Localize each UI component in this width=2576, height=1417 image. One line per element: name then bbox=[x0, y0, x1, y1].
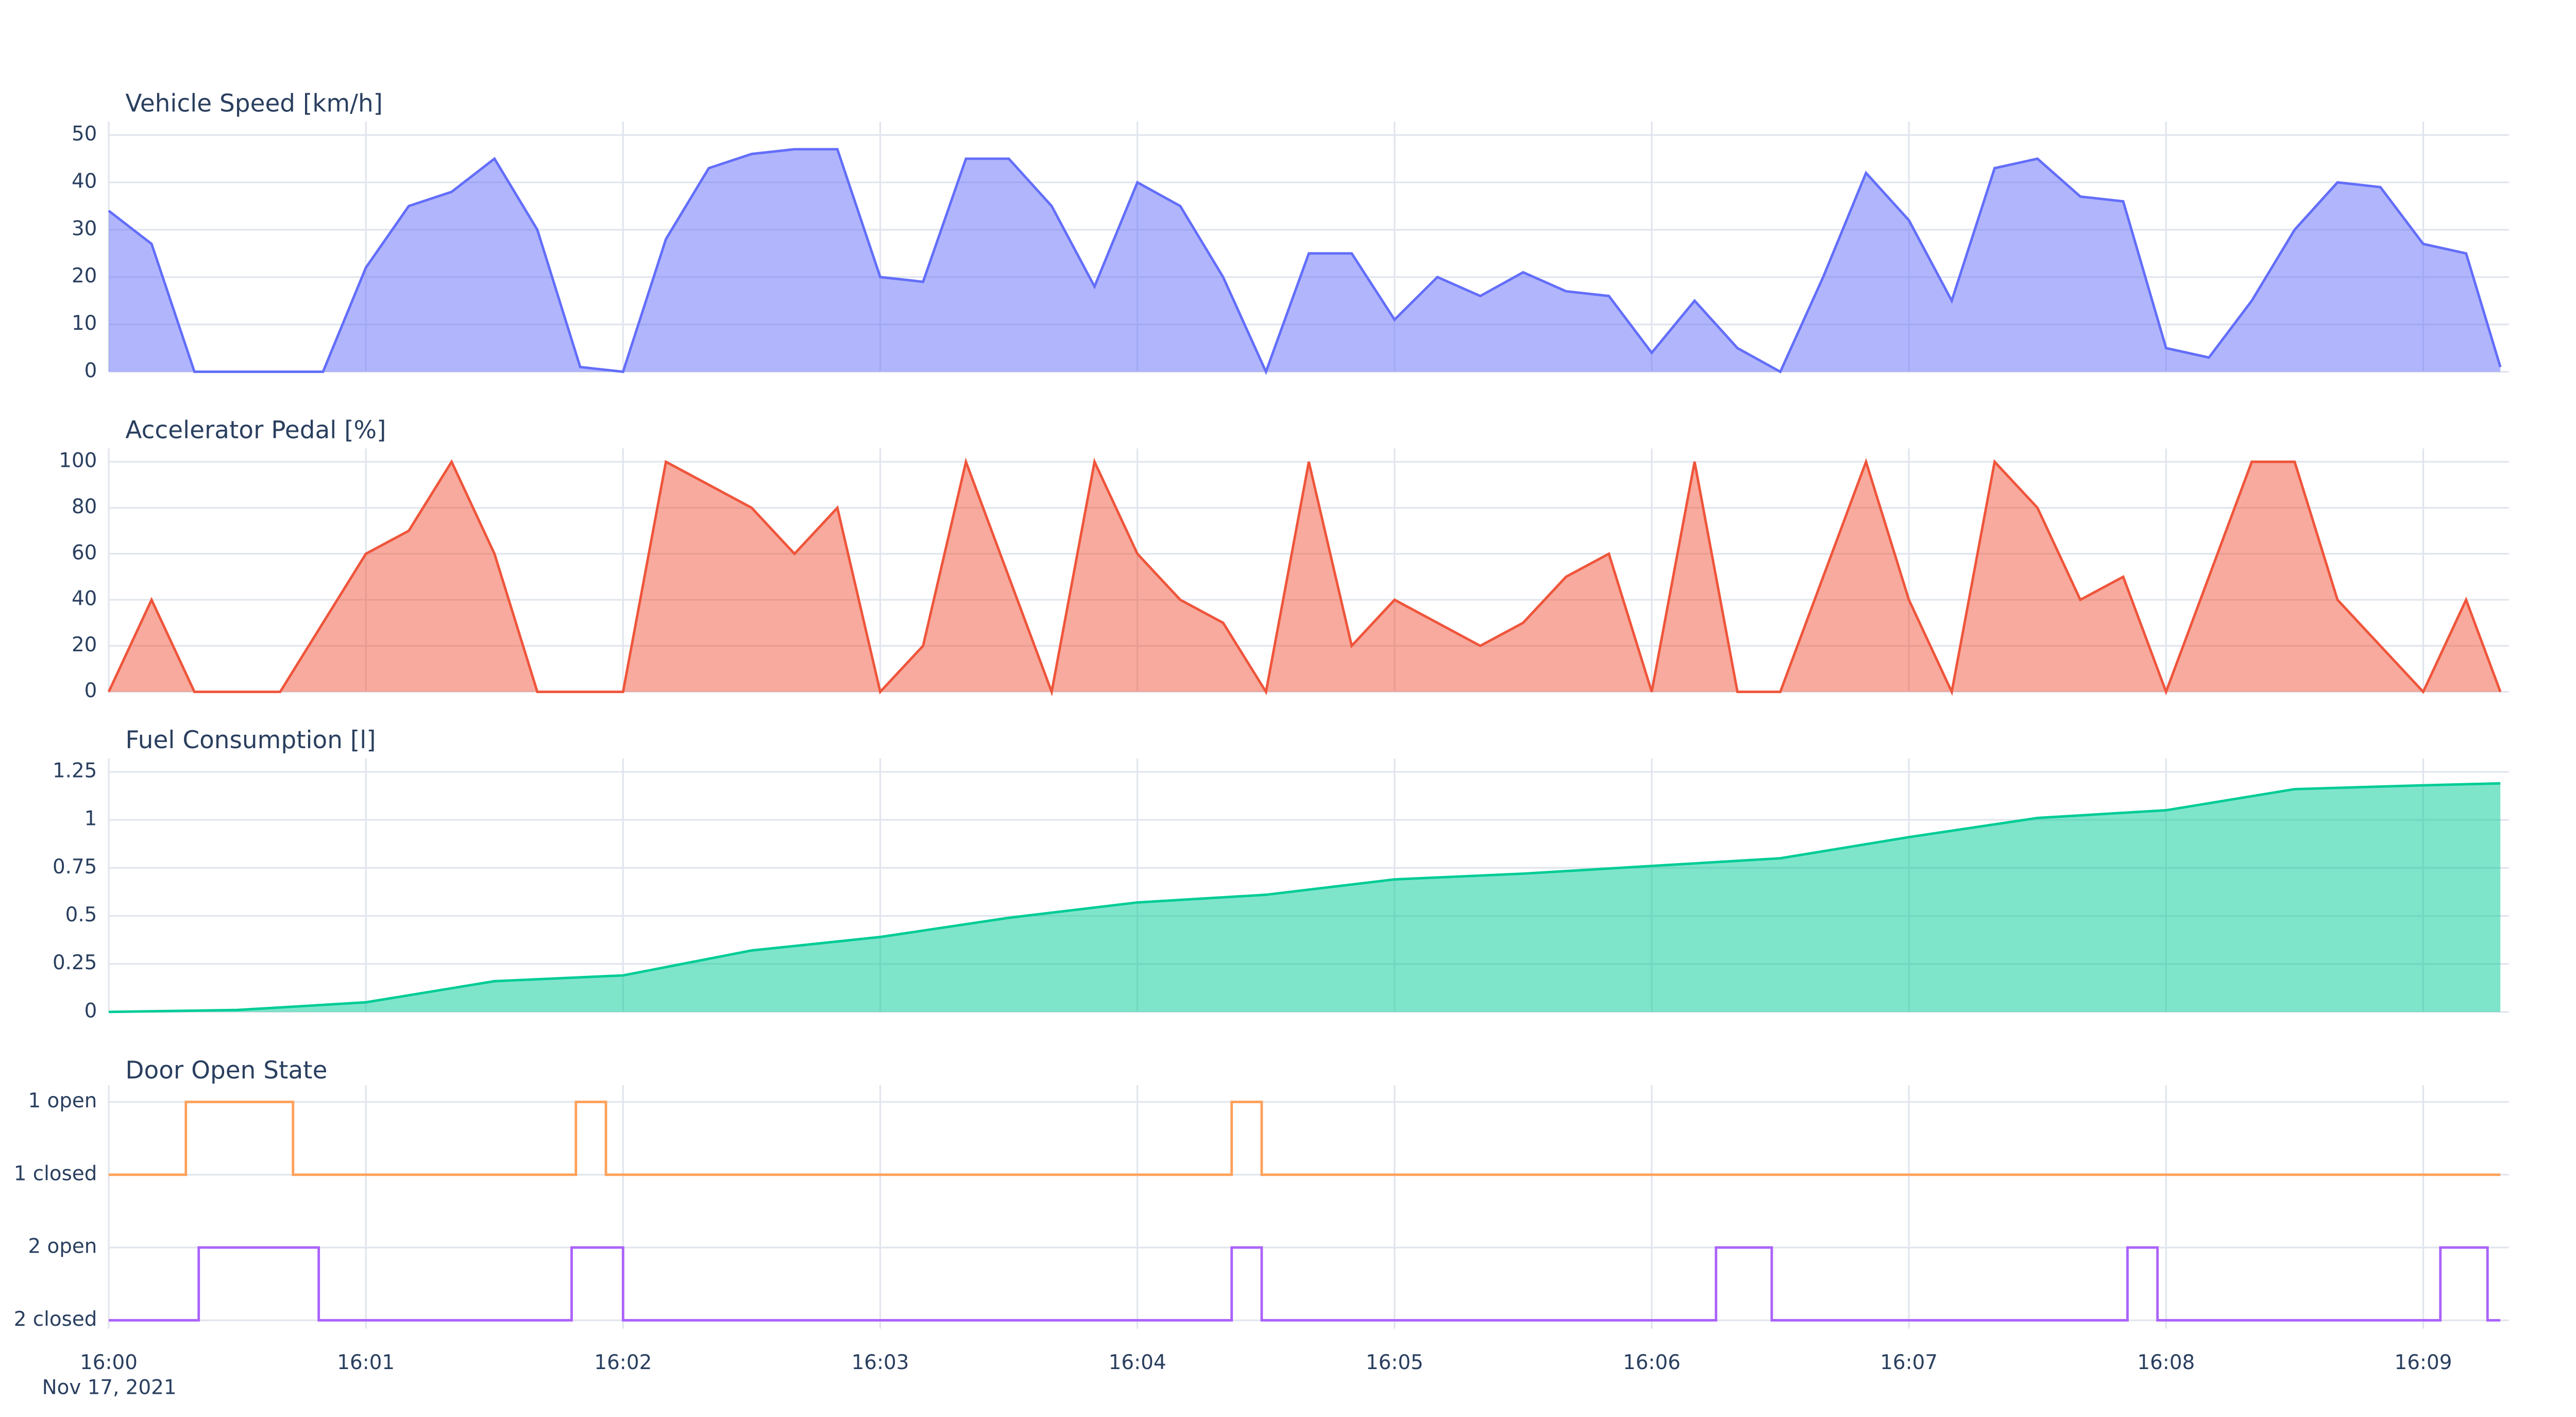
y-tick-label: 10 bbox=[72, 312, 97, 335]
y-tick-label: 40 bbox=[72, 587, 97, 611]
y-tick-label: 0.25 bbox=[53, 951, 97, 974]
x-tick-label: 16:03 bbox=[852, 1351, 909, 1374]
y-tick-label: 0 bbox=[84, 679, 97, 702]
y-tick-label: 0.5 bbox=[65, 903, 97, 926]
x-date-label: Nov 17, 2021 bbox=[42, 1376, 177, 1399]
y-tick-label: 50 bbox=[72, 123, 97, 146]
subplot-title: Door Open State bbox=[125, 1056, 327, 1085]
y-tick-label: 1 open bbox=[28, 1089, 97, 1112]
area-fill bbox=[109, 462, 2501, 692]
y-tick-label: 40 bbox=[72, 170, 97, 193]
y-tick-label: 0.75 bbox=[53, 855, 97, 879]
y-tick-label: 1.25 bbox=[53, 759, 97, 782]
y-tick-label: 2 open bbox=[28, 1235, 97, 1258]
state-line bbox=[109, 1246, 2501, 1322]
area-line bbox=[108, 148, 2502, 375]
x-tick-label: 16:07 bbox=[1880, 1351, 1938, 1374]
y-tick-label: 100 bbox=[59, 449, 97, 473]
y-tick-label: 20 bbox=[72, 264, 97, 288]
y-tick-label: 20 bbox=[72, 633, 97, 656]
y-tick-label: 2 closed bbox=[14, 1308, 97, 1331]
state-line bbox=[109, 1101, 2501, 1176]
y-tick-label: 0 bbox=[84, 999, 97, 1022]
x-tick-label: 16:00 bbox=[80, 1351, 138, 1374]
y-tick-label: 60 bbox=[72, 541, 97, 564]
area-fill bbox=[109, 783, 2501, 1012]
subplot-title: Fuel Consumption [l] bbox=[125, 726, 376, 754]
subplot-title: Vehicle Speed [km/h] bbox=[125, 89, 383, 117]
y-tick-label: 1 closed bbox=[14, 1162, 97, 1185]
x-tick-label: 16:01 bbox=[337, 1351, 395, 1374]
y-tick-label: 1 bbox=[84, 807, 97, 831]
x-tick-label: 16:08 bbox=[2137, 1351, 2195, 1374]
y-tick-label: 80 bbox=[72, 495, 97, 518]
subplot-title: Accelerator Pedal [%] bbox=[125, 416, 386, 444]
x-tick-label: 16:06 bbox=[1623, 1351, 1681, 1374]
x-tick-label: 16:04 bbox=[1109, 1351, 1166, 1374]
area-line bbox=[107, 457, 2502, 697]
area-line bbox=[108, 782, 2501, 1014]
x-tick-label: 16:05 bbox=[1366, 1351, 1423, 1374]
area-fill bbox=[109, 149, 2501, 372]
y-tick-label: 30 bbox=[72, 217, 97, 240]
x-tick-label: 16:09 bbox=[2395, 1351, 2452, 1374]
y-tick-label: 0 bbox=[84, 359, 97, 382]
x-tick-label: 16:02 bbox=[594, 1351, 652, 1374]
